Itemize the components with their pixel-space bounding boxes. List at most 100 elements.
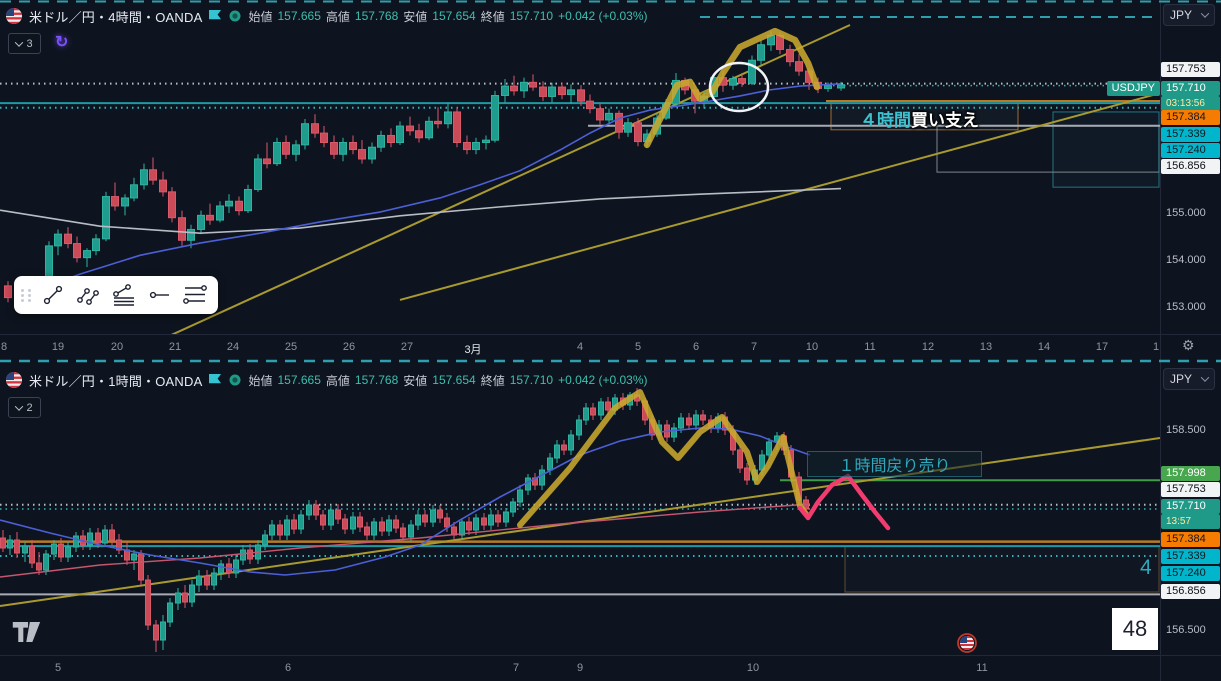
time-tick-17: 17 (1095, 341, 1109, 353)
price-label-157-384: 157.384 (1161, 532, 1220, 547)
time-tick-1: 1 (1152, 341, 1160, 353)
time-tick-6: 6 (284, 662, 292, 674)
time-tick-11: 11 (864, 341, 876, 353)
flag-bookmark-icon[interactable] (209, 374, 222, 386)
price-label-157-753: 157.753 (1161, 62, 1220, 77)
time-tick-3月: 3月 (464, 344, 482, 356)
time-tick-10: 10 (805, 341, 819, 353)
ma-blue (0, 427, 811, 576)
annotation-4h-support[interactable]: ４時間買い支え (860, 106, 979, 131)
change-value: +0.042 (+0.03%) (558, 9, 648, 23)
time-tick-25: 25 (284, 341, 298, 353)
pane-4h (0, 16, 1160, 334)
pane-1h (0, 388, 1160, 652)
symbol-title-1h[interactable]: 米ドル／円・1時間・OANDA (29, 373, 203, 389)
parallel-channel-tool-button[interactable] (178, 280, 212, 310)
ohlc-readout-1h: 始値 157.665 高値 157.768 安値 157.654 終値 157.710 … (248, 372, 647, 389)
annotation-4h-part1: ４時間 (860, 111, 911, 130)
close-value: 157.710 (509, 9, 554, 23)
time-tick-5: 5 (54, 662, 62, 674)
price-label-153-000: 153.000 (1166, 301, 1206, 313)
annotation-1h-text: １時間戻り売り (838, 458, 951, 475)
toolbar-drag-handle-icon[interactable] (20, 285, 34, 305)
zigzag-drawing (517, 389, 809, 528)
price-label-156-856: 156.856 (1161, 584, 1220, 599)
price-label-157-240: 157.240 (1161, 143, 1220, 158)
collapse-indicators-button-1h[interactable]: 2 (8, 397, 41, 418)
currency-select-4h[interactable]: JPY (1163, 4, 1215, 26)
time-tick-20: 20 (110, 341, 124, 353)
sync-drawing-icon[interactable]: ↻ (55, 34, 69, 51)
price-label-13-57: 13:57 (1161, 514, 1220, 529)
price-label-157-384: 157.384 (1161, 110, 1220, 125)
ma-pink (0, 503, 811, 578)
price-label-157-240: 157.240 (1161, 566, 1220, 581)
price-label-157-998: 157.998 (1161, 466, 1220, 481)
price-label-157-710: 157.710 (1161, 499, 1220, 514)
legend-4h: 米ドル／円・4時間・OANDA 始値 157.665 高値 157.768 安値 15… (6, 7, 648, 25)
legend-1h: 米ドル／円・1時間・OANDA 始値 157.665 高値 157.768 安値 15… (6, 371, 648, 389)
candlestick-series-4h (4, 31, 845, 310)
high-label: 高値 (325, 373, 350, 388)
time-tick-11: 11 (976, 662, 988, 674)
open-label: 始値 (248, 9, 273, 24)
currency-label: JPY (1170, 372, 1193, 386)
close-label: 終値 (480, 9, 505, 24)
change-value: +0.042 (+0.03%) (558, 373, 648, 387)
economic-event-flag-icon[interactable] (957, 633, 977, 653)
symbol-price-tag: USDJPY (1106, 81, 1160, 96)
low-label: 安値 (403, 373, 428, 388)
time-tick-19: 19 (51, 341, 65, 353)
parallel-lines-tool-button[interactable] (71, 280, 105, 310)
annotation-1h-sell[interactable]: １時間戻り売り (807, 451, 982, 477)
low-value: 157.654 (432, 373, 476, 387)
low-value: 157.654 (432, 9, 476, 23)
indicator-dot-icon[interactable] (229, 374, 241, 386)
count-badge-48[interactable]: 48 (1112, 608, 1158, 650)
open-value: 157.665 (277, 9, 321, 23)
price-label-156-856: 156.856 (1161, 159, 1220, 174)
indicator-dot-icon[interactable] (229, 10, 241, 22)
time-tick-14: 14 (1037, 341, 1051, 353)
chevron-down-icon (1200, 9, 1210, 18)
price-label-157-339: 157.339 (1161, 549, 1220, 564)
time-tick-26: 26 (342, 341, 356, 353)
price-label-155-000: 155.000 (1166, 207, 1206, 219)
time-tick-5: 5 (634, 341, 642, 353)
open-label: 始値 (248, 373, 273, 388)
trend-line-tool-button[interactable] (36, 280, 70, 310)
chevron-down-icon (15, 37, 24, 47)
price-label-158-500: 158.500 (1166, 424, 1206, 436)
currency-select-1h[interactable]: JPY (1163, 368, 1215, 390)
drawing-toolbar (14, 276, 218, 314)
indicator-count: 2 (26, 401, 33, 414)
indicator-count: 3 (26, 37, 33, 50)
price-label-157-710: 157.710 (1161, 81, 1220, 96)
price-label-03-13-56: 03:13:56 (1161, 96, 1220, 111)
flag-bookmark-icon[interactable] (209, 10, 222, 22)
time-tick-6: 6 (692, 341, 700, 353)
gear-icon[interactable]: ⚙ (1182, 337, 1195, 353)
ohlc-readout-4h: 始値 157.665 高値 157.768 安値 157.654 終値 157.710 … (248, 8, 647, 25)
chevron-down-icon (1200, 373, 1210, 382)
close-label: 終値 (480, 373, 505, 388)
currency-label: JPY (1170, 8, 1193, 22)
time-tick-9: 9 (576, 662, 584, 674)
highlight-ellipse (708, 61, 770, 113)
zigzag-drawing (643, 27, 821, 149)
annotation-4-label[interactable]: 4 (1140, 556, 1152, 579)
tradingview-logo-icon[interactable] (12, 622, 42, 642)
close-value: 157.710 (509, 373, 554, 387)
price-label-154-000: 154.000 (1166, 254, 1206, 266)
collapse-indicators-button-4h[interactable]: 3 (8, 33, 41, 54)
price-label-156-500: 156.500 (1166, 624, 1206, 636)
horizontal-line-tool-button[interactable] (143, 280, 177, 310)
fib-retracement-tool-button[interactable] (107, 280, 141, 310)
symbol-title-4h[interactable]: 米ドル／円・4時間・OANDA (29, 9, 203, 25)
time-tick-4: 4 (576, 341, 584, 353)
time-tick-21: 21 (168, 341, 182, 353)
time-tick-13: 13 (979, 341, 993, 353)
time-tick-8: 8 (0, 341, 8, 353)
